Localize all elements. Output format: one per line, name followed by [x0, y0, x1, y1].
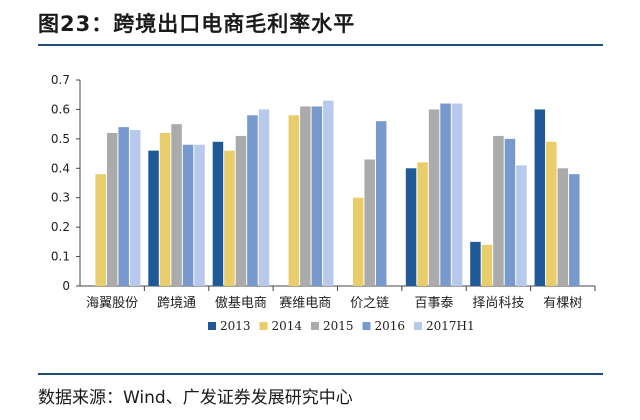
- y-tick-label: 0.1: [51, 250, 70, 264]
- bar-2015-0: [106, 132, 118, 286]
- legend-swatch-2013: [208, 322, 216, 330]
- bar-2017H1-2: [258, 109, 270, 287]
- bar-2016-4: [375, 121, 387, 286]
- bar-2014-1: [159, 132, 171, 286]
- legend-swatch-2015: [311, 322, 319, 330]
- y-tick-label: 0: [62, 279, 70, 293]
- x-category-label: 海翼股份: [86, 296, 138, 311]
- bar-2015-3: [300, 106, 311, 287]
- bar-2017H1-3: [323, 100, 334, 286]
- bar-2017H1-6: [516, 165, 527, 286]
- legend-swatch-2017H1: [414, 322, 422, 330]
- bar-2017H1-5: [451, 103, 463, 286]
- bar-2017H1-1: [194, 144, 205, 286]
- bar-2013-7: [534, 109, 546, 287]
- x-category-label: 傲基电商: [215, 296, 267, 311]
- bar-2015-1: [171, 124, 182, 286]
- legend-swatch-2014: [259, 322, 268, 330]
- x-category-label: 有棵树: [543, 296, 582, 311]
- bar-2015-6: [493, 135, 504, 286]
- bar-2014-4: [352, 197, 364, 286]
- bar-2016-0: [118, 127, 129, 286]
- legend-label: 2016: [375, 319, 406, 333]
- source-note: 数据来源：Wind、广发证券发展研究中心: [38, 388, 353, 408]
- y-tick-label: 0.3: [51, 191, 70, 205]
- x-category-label: 跨境通: [157, 296, 196, 311]
- title-rule: [38, 44, 603, 46]
- y-tick-label: 0.2: [51, 220, 70, 234]
- y-tick-label: 0.4: [51, 161, 70, 175]
- legend-label: 2014: [272, 319, 303, 333]
- bar-2014-2: [224, 150, 235, 286]
- bar-2016-2: [247, 115, 258, 286]
- bar-2013-5: [405, 168, 417, 286]
- source-rule: [38, 373, 603, 375]
- bar-2014-3: [288, 115, 300, 286]
- x-category-labels: 海翼股份 跨境通 傲基电商 赛维电商 价之链 百事泰 择尚科技 有棵树: [86, 295, 582, 311]
- x-category-label: 赛维电商: [279, 295, 331, 311]
- bar-2016-3: [311, 106, 323, 287]
- bar-2015-2: [235, 135, 247, 286]
- y-tick-label: 0.5: [51, 132, 70, 146]
- bar-2013-1: [148, 150, 159, 286]
- legend-label: 2015: [323, 319, 354, 333]
- bar-2016-7: [569, 174, 580, 286]
- bar-2014-5: [417, 162, 428, 286]
- bar-2013-6: [470, 241, 481, 286]
- legend-label: 2017H1: [426, 319, 475, 333]
- bar-2015-5: [428, 109, 440, 287]
- bar-2015-7: [557, 168, 569, 286]
- y-tick-label: 0.6: [51, 102, 70, 116]
- bar-2015-4: [364, 159, 375, 286]
- y-tick-labels: 0 0.1 0.2 0.3 0.4 0.5 0.6 0.7: [51, 73, 70, 293]
- chart-legend: 2013 2014 2015 2016 2017H1: [208, 319, 475, 333]
- bar-2014-7: [546, 141, 557, 286]
- bar-2017H1-0: [129, 130, 141, 286]
- x-category-label: 百事泰: [415, 296, 454, 311]
- y-tick-label: 0.7: [51, 73, 70, 87]
- chart-title: 图23：跨境出口电商毛利率水平: [38, 12, 356, 36]
- bar-2013-2: [212, 141, 224, 286]
- chart-bars: [95, 100, 580, 287]
- legend-label: 2013: [220, 319, 251, 333]
- legend-swatch-2016: [362, 322, 371, 330]
- x-category-label: 价之链: [350, 296, 389, 311]
- bar-2016-6: [504, 138, 516, 286]
- bar-2016-5: [440, 103, 451, 286]
- bar-2014-0: [95, 174, 106, 286]
- x-category-label: 择尚科技: [472, 296, 524, 311]
- bar-2016-1: [182, 144, 194, 286]
- bar-2014-6: [481, 244, 493, 286]
